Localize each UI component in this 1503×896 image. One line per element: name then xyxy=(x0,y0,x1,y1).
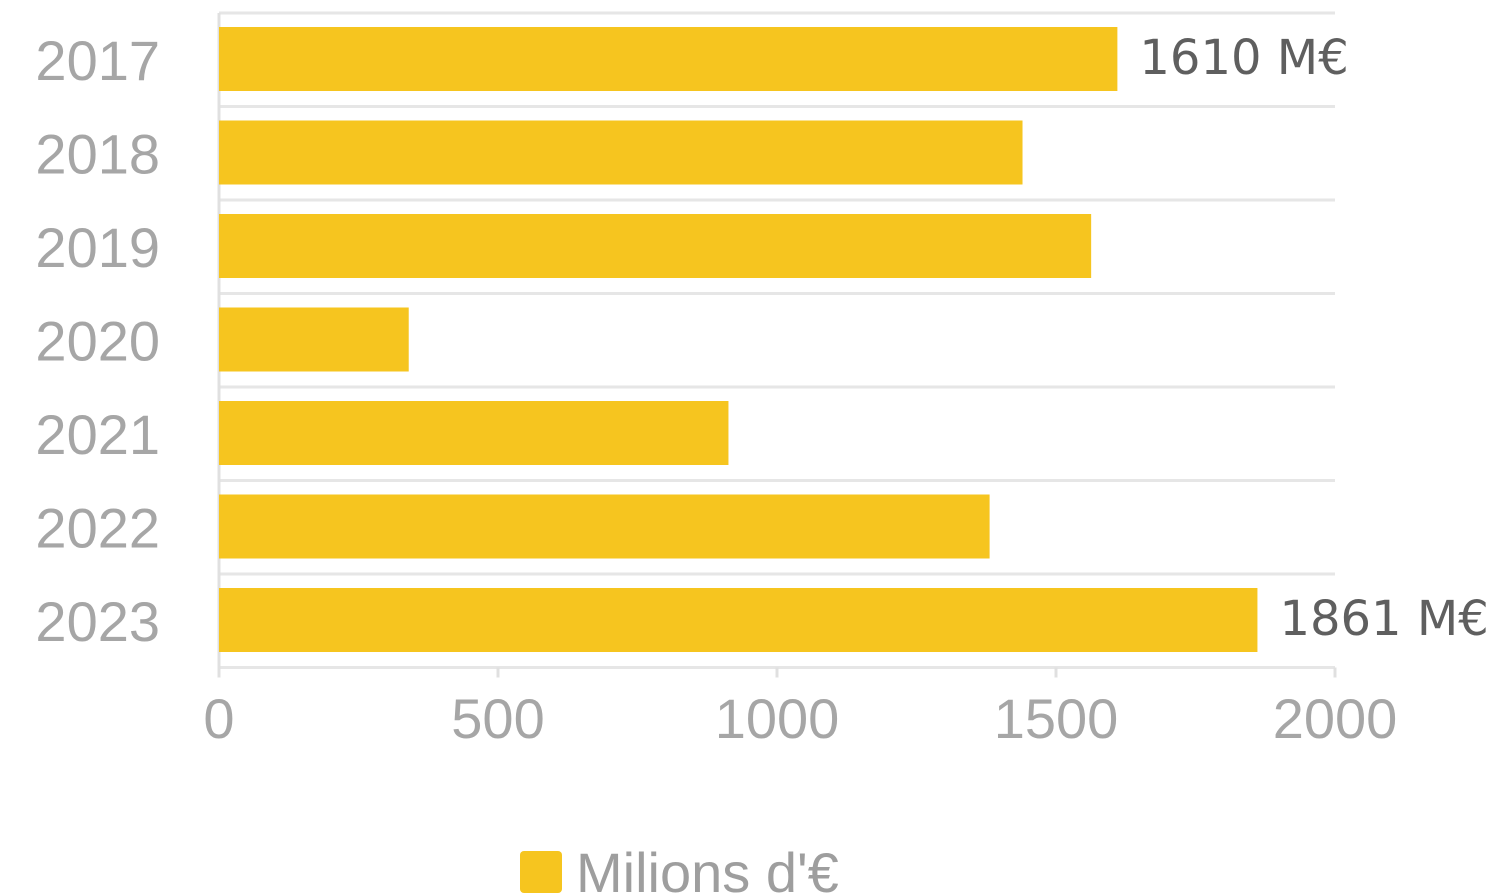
category-label-2017: 2017 xyxy=(35,29,160,92)
bar-2022 xyxy=(219,494,990,559)
x-tick-label-500: 500 xyxy=(451,687,544,750)
bars xyxy=(219,27,1258,652)
x-tick-label-0: 0 xyxy=(203,687,234,750)
data-label-2017: 1610 M€ xyxy=(1139,30,1348,86)
category-label-2020: 2020 xyxy=(35,309,160,372)
x-tick-label-1000: 1000 xyxy=(715,687,840,750)
x-tick-label-2000: 2000 xyxy=(1273,687,1398,750)
legend-label: Milions d'€ xyxy=(576,841,839,896)
bar-2018 xyxy=(219,120,1023,185)
data-labels: 1610 M€ 1861 M€ xyxy=(1139,30,1488,647)
legend[interactable]: Milions d'€ xyxy=(520,841,839,896)
category-label-2021: 2021 xyxy=(35,403,160,466)
bar-2021 xyxy=(219,401,729,465)
bar-2019 xyxy=(219,214,1092,278)
x-tick-label-1500: 1500 xyxy=(994,687,1119,750)
bar-2017 xyxy=(219,27,1118,91)
category-label-2019: 2019 xyxy=(35,216,160,279)
category-labels: 2017 2018 2019 2020 2021 2022 2023 xyxy=(35,29,160,653)
legend-swatch xyxy=(520,851,562,893)
bar-2023 xyxy=(219,588,1258,652)
category-label-2022: 2022 xyxy=(35,496,160,559)
bar-2020 xyxy=(219,307,409,372)
category-label-2018: 2018 xyxy=(35,122,160,185)
data-label-2023: 1861 M€ xyxy=(1279,591,1488,647)
category-label-2023: 2023 xyxy=(35,590,160,653)
x-axis-ticks: 0 500 1000 1500 2000 xyxy=(203,667,1398,750)
